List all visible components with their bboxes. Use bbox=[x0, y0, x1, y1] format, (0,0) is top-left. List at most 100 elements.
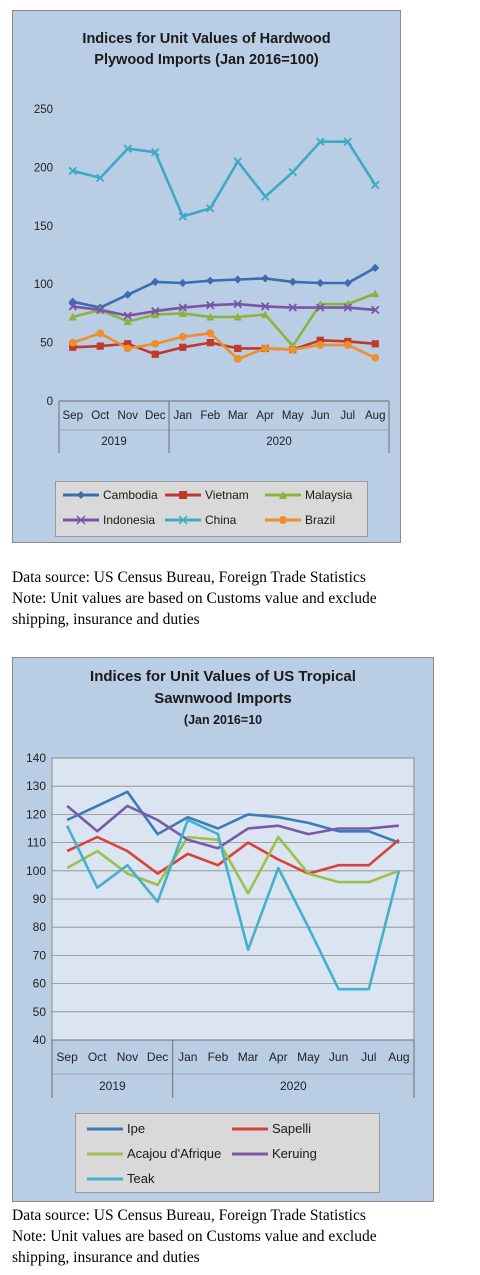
data-point-cambodia bbox=[288, 277, 297, 286]
data-point-brazil bbox=[371, 353, 380, 362]
data-point-cambodia bbox=[206, 276, 215, 285]
series-line-indonesia bbox=[72, 302, 376, 318]
data-point-vietnam bbox=[371, 340, 379, 348]
data-point-cambodia bbox=[123, 290, 132, 299]
data-point-vietnam bbox=[69, 343, 77, 351]
data-point-brazil bbox=[316, 341, 325, 349]
data-point-malaysia bbox=[151, 310, 160, 319]
legend-china-swatch bbox=[165, 515, 201, 525]
legend-keruing-label: Keruing bbox=[272, 1146, 317, 1161]
x-tick-label: Mar bbox=[238, 1050, 259, 1064]
y-tick-label: 140 bbox=[26, 751, 46, 765]
data-point-china bbox=[123, 144, 132, 153]
chart2-title-line1: Indices for Unit Values of US Tropical bbox=[90, 668, 356, 685]
data-point-cambodia bbox=[316, 278, 325, 288]
data-point-china bbox=[288, 167, 297, 177]
data-point-brazil bbox=[178, 332, 187, 341]
legend-acajou-label: Acajou d'Afrique bbox=[127, 1146, 222, 1161]
x-tick-label: Dec bbox=[145, 410, 166, 422]
legend-vietnam-swatch bbox=[165, 491, 201, 499]
y-tick-label: 80 bbox=[33, 920, 47, 934]
chart2-source: Data source: US Census Bureau, Foreign T… bbox=[12, 1207, 366, 1224]
data-point-malaysia bbox=[371, 289, 380, 298]
data-point-china bbox=[343, 137, 352, 146]
data-point-malaysia bbox=[178, 309, 187, 317]
series-line-china bbox=[72, 140, 377, 218]
chart1-note-line1: Note: Unit values are based on Customs v… bbox=[12, 590, 377, 607]
x-tick-label: May bbox=[297, 1050, 320, 1064]
data-point-indonesia bbox=[343, 303, 352, 312]
x-tick-label: Oct bbox=[91, 410, 110, 422]
legend-vietnam-label: Vietnam bbox=[205, 488, 249, 502]
x-group-label: 2020 bbox=[280, 1079, 307, 1093]
y-tick-label: 40 bbox=[33, 1033, 47, 1047]
data-point-malaysia bbox=[233, 312, 242, 321]
data-point-indonesia bbox=[371, 305, 380, 315]
data-point-cambodia bbox=[233, 275, 242, 284]
data-point-indonesia bbox=[288, 303, 297, 312]
series-line-malaysia bbox=[72, 292, 376, 348]
data-point-indonesia bbox=[96, 305, 105, 315]
chart1-note-line2: shipping, insurance and duties bbox=[12, 611, 200, 628]
y-tick-label: 50 bbox=[40, 338, 53, 350]
x-tick-label: Aug bbox=[388, 1050, 409, 1064]
data-point-brazil bbox=[261, 344, 270, 353]
x-tick-label: Jan bbox=[178, 1050, 197, 1064]
x-group-label: 2019 bbox=[101, 436, 127, 448]
data-point-vietnam bbox=[96, 342, 104, 350]
chart2-legend: Ipe Sapelli Acajou d'Afrique Keruing Tea… bbox=[75, 1113, 380, 1193]
legend-brazil-swatch bbox=[265, 516, 301, 524]
x-tick-label: Jul bbox=[340, 410, 355, 422]
data-point-china bbox=[96, 173, 105, 183]
legend-teak-label: Teak bbox=[127, 1171, 155, 1186]
x-tick-label: Oct bbox=[88, 1050, 107, 1064]
legend-sapelli-label: Sapelli bbox=[272, 1121, 312, 1136]
chart2-title-line2: Sawnwood Imports bbox=[154, 690, 292, 707]
legend-acajou: Acajou d'Afrique bbox=[86, 1146, 221, 1161]
x-tick-label: Apr bbox=[269, 1050, 288, 1064]
data-point-china bbox=[233, 157, 242, 166]
data-point-indonesia bbox=[316, 303, 325, 312]
chart1-source: Data source: US Census Bureau, Foreign T… bbox=[12, 569, 366, 586]
legend-sapelli: Sapelli bbox=[231, 1121, 311, 1136]
chart1-plot: 0 50 100 150 200 250 Sep Oct Nov Dec Jan Feb Mar Apr M… bbox=[34, 104, 390, 453]
chart2-subtitle: (Jan 2016=10 bbox=[183, 713, 263, 727]
y-tick-label: 0 bbox=[47, 396, 53, 408]
plywood-chart-panel: Indices for Unit Values of Hardwood Plyw… bbox=[12, 10, 401, 543]
legend-ipe: Ipe bbox=[86, 1121, 145, 1136]
x-tick-label: Jun bbox=[329, 1050, 348, 1064]
data-point-brazil bbox=[96, 329, 105, 338]
chart1-notes: Data source: US Census Bureau, Foreign T… bbox=[12, 567, 472, 630]
x-group-label: 2020 bbox=[266, 436, 292, 448]
x-tick-label: Nov bbox=[117, 1050, 138, 1064]
x-tick-label: May bbox=[282, 410, 304, 422]
legend-indonesia-swatch bbox=[63, 515, 99, 525]
data-point-indonesia bbox=[261, 302, 270, 311]
series-line-ipe bbox=[66, 790, 400, 844]
legend-ipe-label: Ipe bbox=[127, 1121, 146, 1136]
series-line-teak bbox=[65, 818, 401, 991]
data-point-brazil bbox=[68, 338, 77, 347]
x-tick-label: Feb bbox=[208, 1050, 229, 1064]
data-point-china bbox=[206, 204, 215, 213]
legend-china-label: China bbox=[205, 513, 237, 527]
y-tick-label: 200 bbox=[34, 162, 53, 174]
legend-keruing: Keruing bbox=[231, 1146, 317, 1161]
data-point-china bbox=[151, 147, 160, 157]
y-tick-label: 120 bbox=[26, 807, 46, 821]
series-line-cambodia bbox=[72, 266, 376, 309]
chart2-note-line1: Note: Unit values are based on Customs v… bbox=[12, 1228, 377, 1245]
y-tick-label: 250 bbox=[34, 104, 53, 116]
x-tick-label: Jul bbox=[361, 1050, 376, 1064]
chart2-note-line2: shipping, insurance and duties bbox=[12, 1249, 200, 1266]
data-point-indonesia bbox=[123, 311, 132, 320]
legend-indonesia: Indonesia bbox=[62, 513, 155, 527]
data-point-cambodia bbox=[178, 278, 187, 288]
x-tick-label: Feb bbox=[200, 410, 220, 422]
x-tick-label: Dec bbox=[147, 1050, 168, 1064]
data-point-indonesia bbox=[178, 303, 187, 312]
data-point-brazil bbox=[288, 345, 297, 354]
x-tick-label: Jun bbox=[311, 410, 330, 422]
data-point-brazil bbox=[206, 329, 215, 338]
plot-area bbox=[59, 109, 389, 401]
